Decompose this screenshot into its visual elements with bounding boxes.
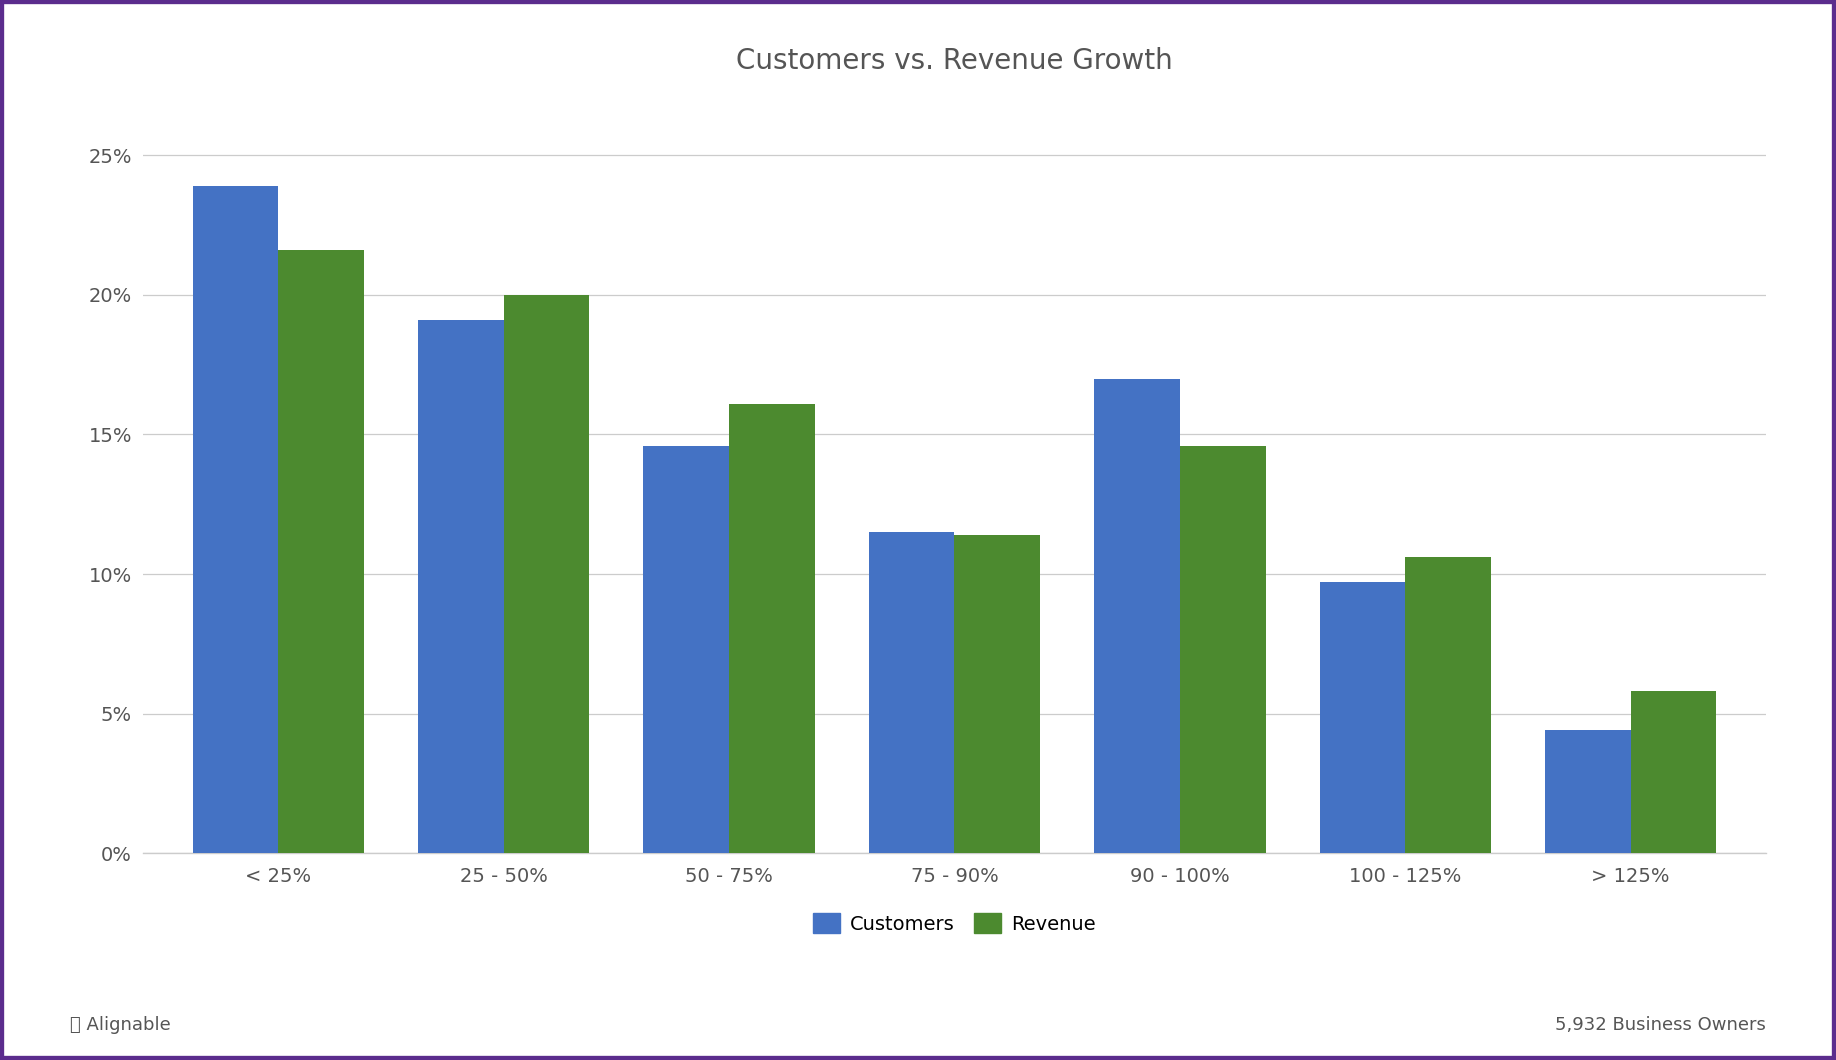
Bar — [193, 186, 279, 853]
Bar — [1546, 730, 1630, 853]
Bar — [729, 404, 815, 853]
Bar — [419, 320, 503, 853]
Bar — [868, 532, 955, 853]
Bar — [955, 535, 1041, 853]
Bar — [643, 445, 729, 853]
Title: Customers vs. Revenue Growth: Customers vs. Revenue Growth — [736, 47, 1173, 75]
Text: 5,932 Business Owners: 5,932 Business Owners — [1555, 1015, 1766, 1034]
Text: Ⓡ Alignable: Ⓡ Alignable — [70, 1015, 171, 1034]
Bar — [1181, 445, 1265, 853]
Bar — [1405, 558, 1491, 853]
Bar — [1094, 378, 1181, 853]
Bar — [279, 250, 364, 853]
Legend: Customers, Revenue: Customers, Revenue — [806, 905, 1103, 941]
Bar — [1320, 582, 1405, 853]
Bar — [503, 295, 589, 853]
Bar — [1630, 691, 1717, 853]
